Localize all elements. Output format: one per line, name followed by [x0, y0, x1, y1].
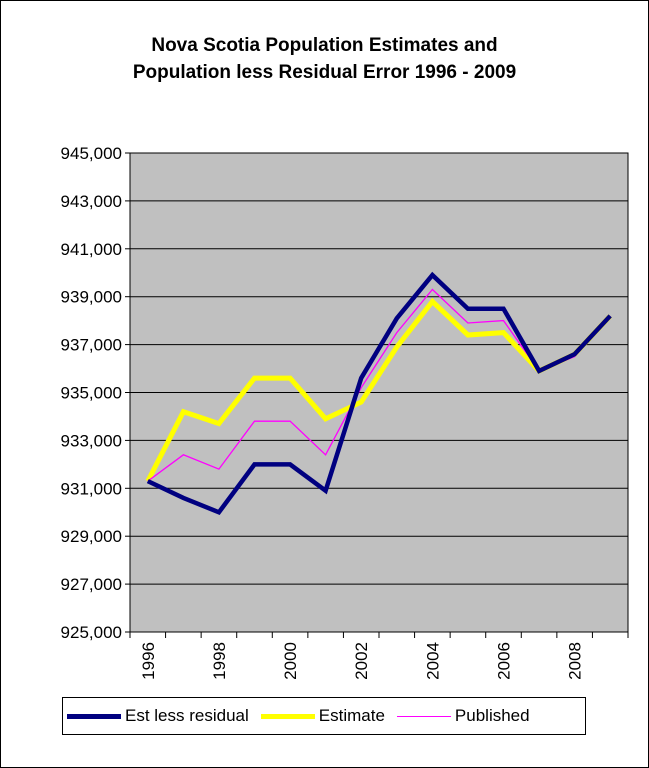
x-tick-label: 2008	[566, 642, 585, 680]
y-tick-label: 925,000	[61, 623, 122, 642]
y-tick-label: 943,000	[61, 192, 122, 211]
x-tick-label: 2002	[352, 642, 371, 680]
y-tick-label: 935,000	[61, 384, 122, 403]
x-tick-label: 2006	[495, 642, 514, 680]
legend: Est less residual Estimate Published	[62, 697, 586, 735]
legend-label: Est less residual	[125, 706, 249, 725]
legend-label: Estimate	[318, 706, 385, 725]
legend-label: Published	[454, 706, 530, 725]
legend-swatch	[67, 713, 121, 719]
y-tick-label: 929,000	[61, 527, 122, 546]
legend-item: Est less residual	[67, 706, 249, 726]
x-tick-label: 1998	[210, 642, 229, 680]
y-tick-label: 931,000	[61, 479, 122, 498]
chart-title-line-1: Nova Scotia Population Estimates and	[151, 35, 498, 56]
x-tick-label: 2004	[423, 642, 442, 680]
legend-swatch	[260, 713, 315, 719]
y-tick-label: 933,000	[61, 431, 122, 450]
y-tick-label: 927,000	[61, 575, 122, 594]
y-tick-label: 945,000	[61, 144, 122, 163]
legend-item: Published	[396, 706, 530, 726]
y-tick-label: 941,000	[61, 240, 122, 259]
x-tick-label: 2000	[281, 642, 300, 680]
legend-item: Estimate	[260, 706, 385, 726]
series-line	[146, 271, 612, 516]
chart-title: Nova Scotia Population Estimates and Pop…	[0, 32, 649, 86]
y-tick-label: 939,000	[61, 288, 122, 307]
y-tick-label: 937,000	[61, 336, 122, 355]
chart-title-line-2: Population less Residual Error 1996 - 20…	[132, 62, 517, 83]
x-tick-label: 1996	[139, 642, 158, 680]
legend-swatch	[396, 715, 451, 717]
